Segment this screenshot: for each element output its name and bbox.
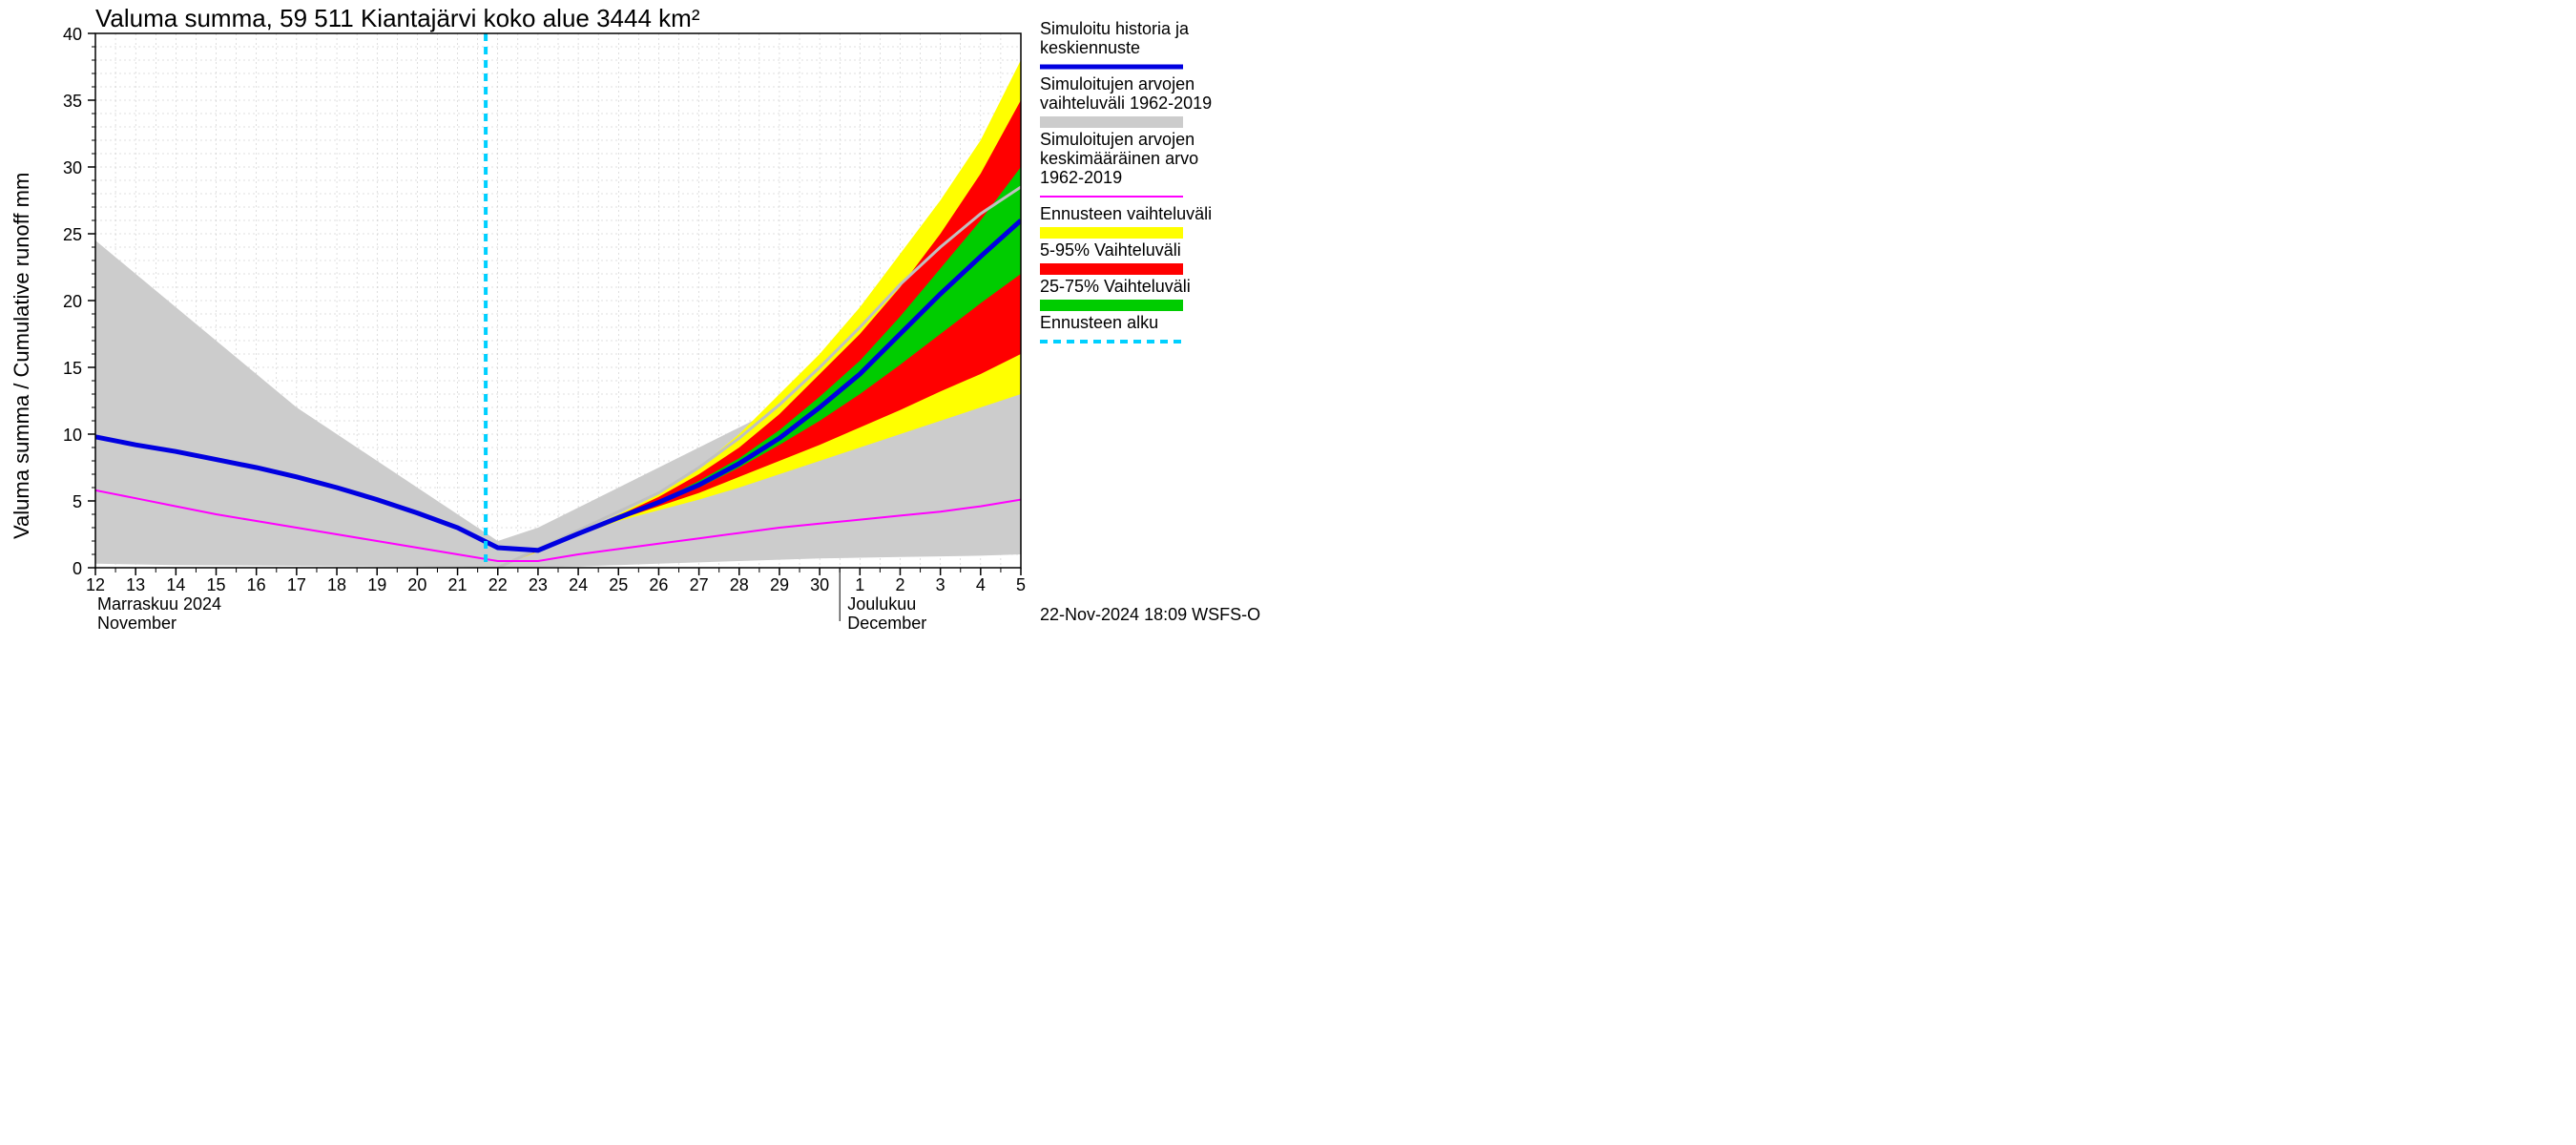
legend-label: keskiennuste: [1040, 38, 1140, 57]
footer-timestamp: 22-Nov-2024 18:09 WSFS-O: [1040, 605, 1260, 624]
runoff-chart: 0510152025303540121314151617181920212223…: [0, 0, 1431, 636]
x-tick-label: 2: [895, 575, 904, 594]
x-tick-label: 19: [367, 575, 386, 594]
x-tick-label: 29: [770, 575, 789, 594]
x-tick-label: 15: [207, 575, 226, 594]
x-tick-label: 24: [569, 575, 588, 594]
legend-label: 25-75% Vaihteluväli: [1040, 277, 1191, 296]
chart-title: Valuma summa, 59 511 Kiantajärvi koko al…: [95, 4, 700, 32]
x-tick-label: 4: [976, 575, 986, 594]
month-label-en: December: [847, 614, 926, 633]
legend-swatch: [1040, 300, 1183, 311]
y-tick-label: 10: [63, 426, 82, 445]
x-tick-label: 14: [166, 575, 185, 594]
legend-label: Ennusteen vaihteluväli: [1040, 204, 1212, 223]
y-tick-label: 35: [63, 92, 82, 111]
x-tick-label: 30: [810, 575, 829, 594]
legend-label: 5-95% Vaihteluväli: [1040, 240, 1181, 260]
x-tick-label: 1: [855, 575, 864, 594]
legend-swatch: [1040, 227, 1183, 239]
x-tick-label: 20: [407, 575, 426, 594]
x-tick-label: 28: [730, 575, 749, 594]
legend-label: Simuloitujen arvojen: [1040, 130, 1195, 149]
x-tick-label: 12: [86, 575, 105, 594]
legend-label: Ennusteen alku: [1040, 313, 1158, 332]
y-tick-label: 20: [63, 292, 82, 311]
legend-swatch: [1040, 116, 1183, 128]
start-month-label-en: November: [97, 614, 177, 633]
y-tick-label: 25: [63, 225, 82, 244]
x-tick-label: 27: [690, 575, 709, 594]
legend-swatch: [1040, 263, 1183, 275]
y-tick-label: 0: [73, 559, 82, 578]
x-tick-label: 18: [327, 575, 346, 594]
legend-label: vaihteluväli 1962-2019: [1040, 94, 1212, 113]
x-tick-label: 21: [448, 575, 467, 594]
start-month-label-fi: Marraskuu 2024: [97, 594, 221, 614]
y-tick-label: 30: [63, 158, 82, 177]
x-tick-label: 17: [287, 575, 306, 594]
x-tick-label: 23: [529, 575, 548, 594]
y-axis-label: Valuma summa / Cumulative runoff mm: [10, 173, 33, 539]
x-tick-label: 26: [649, 575, 668, 594]
x-tick-label: 22: [488, 575, 508, 594]
legend-label: Simuloitujen arvojen: [1040, 74, 1195, 94]
x-tick-label: 13: [126, 575, 145, 594]
legend-label: Simuloitu historia ja: [1040, 19, 1190, 38]
x-tick-label: 3: [936, 575, 945, 594]
y-tick-label: 15: [63, 359, 82, 378]
x-tick-label: 5: [1016, 575, 1026, 594]
y-tick-label: 5: [73, 492, 82, 511]
legend-label: 1962-2019: [1040, 168, 1122, 187]
month-label-fi: Joulukuu: [847, 594, 916, 614]
x-tick-label: 25: [609, 575, 628, 594]
x-tick-label: 16: [247, 575, 266, 594]
legend-label: keskimääräinen arvo: [1040, 149, 1198, 168]
y-tick-label: 40: [63, 25, 82, 44]
